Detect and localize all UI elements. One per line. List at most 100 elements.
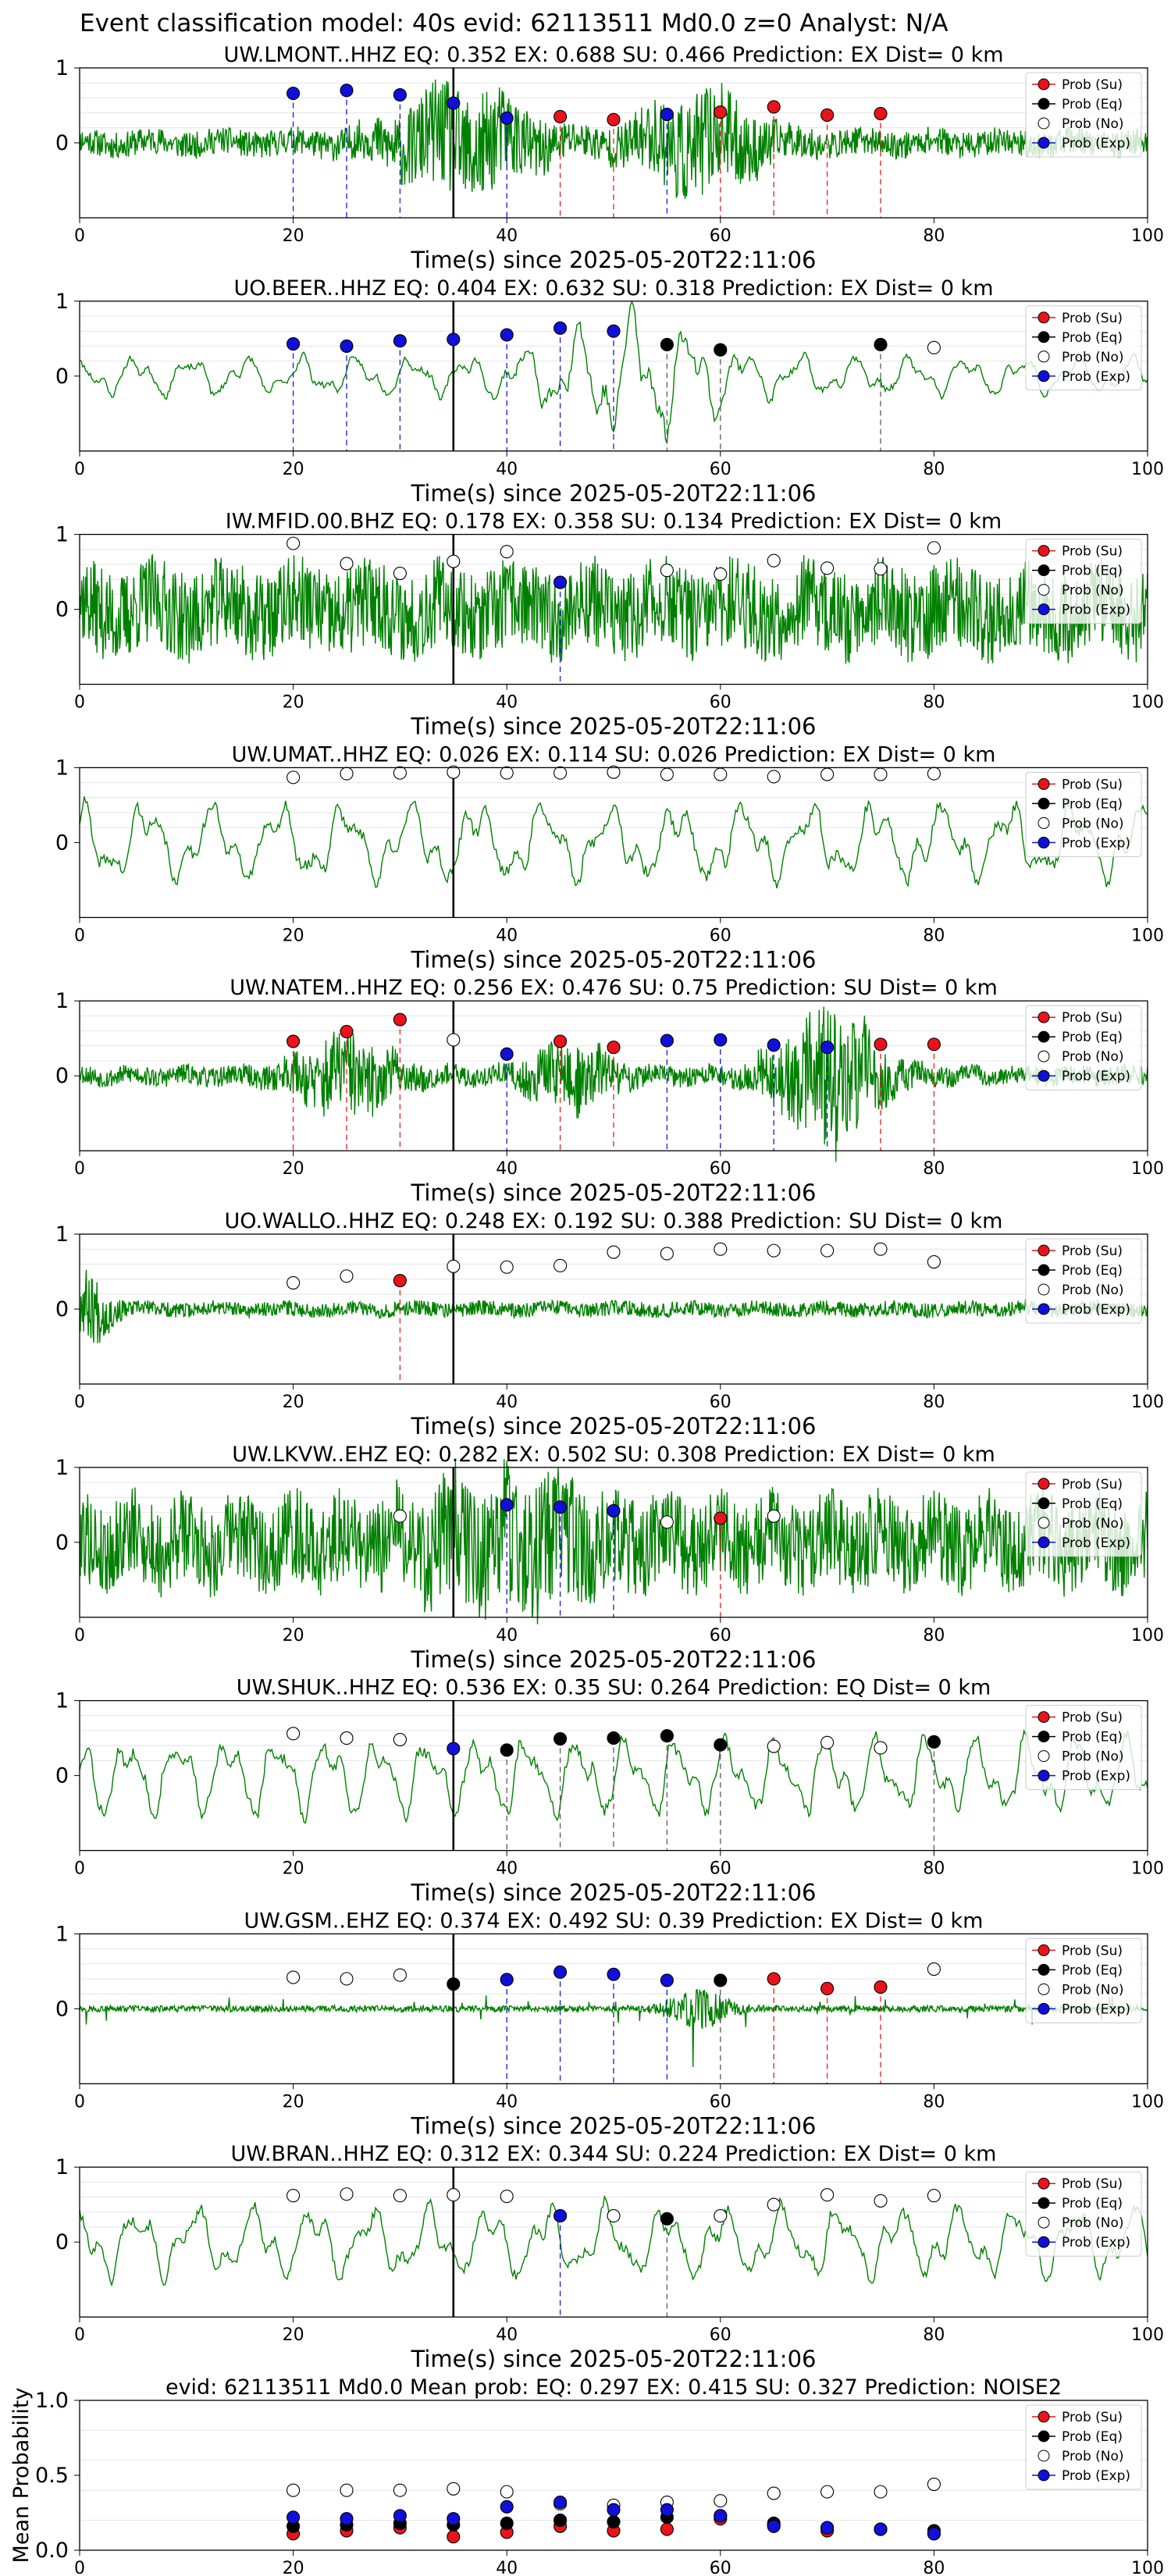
x-tick-label: 20 [283,1626,304,1646]
x-tick-label: 20 [283,226,304,246]
mean-point-no [287,2483,301,2497]
mean-point-exp [714,2509,728,2523]
legend-marker-su [1038,777,1050,790]
axes-frame [79,2166,1148,2318]
legend-label-exp: Prob (Exp) [1062,603,1130,618]
prob-point-exp [500,1973,514,1987]
x-axis-label: Time(s) since 2025-05-20T22:11:06 [411,1179,817,1206]
legend-label-no: Prob (No) [1062,350,1124,365]
mean-point-exp [500,2500,514,2514]
x-tick-label: 100 [1131,926,1164,945]
y-tick-label: 1 [55,523,69,547]
mean-point-exp [767,2519,781,2533]
prob-point-exp [607,1967,621,1981]
legend-label-exp: Prob (Exp) [1062,1069,1130,1084]
legend-box [1025,1238,1142,1324]
mean-point-exp [447,2512,461,2526]
x-tick-label: 60 [710,2092,731,2112]
prob-point-su [714,105,728,119]
y-tick-label: 1 [55,2155,69,2179]
x-tick-label: 80 [923,2092,945,2112]
legend-label-no: Prob (No) [1062,2449,1124,2464]
legend-label-exp: Prob (Exp) [1062,2468,1130,2484]
y-tick-label: 0 [55,2230,69,2254]
x-tick-label: 40 [496,226,518,246]
x-tick-label: 80 [923,1626,945,1646]
legend-label-eq: Prob (Eq) [1062,1730,1123,1745]
prob-point-exp [660,1034,674,1048]
legend-marker-exp [1038,2469,1050,2482]
y-tick-label: 1 [55,1222,69,1247]
prob-point-no [393,1968,407,1982]
waveform-trace [79,1269,1148,1343]
y-tick-label: 1 [55,1689,69,1713]
prob-point-exp [820,1041,835,1055]
x-axis-label: Time(s) since 2025-05-20T22:11:06 [411,480,817,507]
prob-point-eq [660,337,674,352]
axes-frame [79,2400,1148,2551]
x-tick-label: 60 [710,2559,731,2576]
mean-point-no [927,2477,941,2492]
panel-3: IW.MFID.00.BHZ EQ: 0.178 EX: 0.358 SU: 0… [55,510,1164,740]
prob-point-no [714,1242,728,1256]
x-tick-label: 100 [1131,693,1164,713]
x-tick-label: 100 [1131,2325,1164,2345]
legend-marker-exp [1038,2002,1050,2015]
x-tick-label: 60 [710,1859,731,1879]
legend-label-exp: Prob (Exp) [1062,136,1130,151]
legend-label-su: Prob (Su) [1062,1710,1123,1726]
mean-point-eq [553,2514,568,2528]
prob-point-no [287,1970,301,1984]
y-tick-label: 0 [55,1297,69,1322]
panel-7: UW.LKVW..EHZ EQ: 0.282 EX: 0.502 SU: 0.3… [55,1443,1164,1673]
legend-marker-no [1038,117,1050,130]
prob-point-no [393,1509,407,1523]
waveform-trace [79,553,1148,664]
legend-marker-eq [1038,331,1050,343]
x-tick-label: 60 [710,693,731,713]
y-tick-label: 1.0 [35,2389,69,2413]
legend-label-no: Prob (No) [1062,2215,1124,2231]
legend-label-eq: Prob (Eq) [1062,1263,1123,1279]
x-tick-label: 40 [496,1859,518,1879]
prob-point-no [287,536,301,550]
x-tick-label: 100 [1131,460,1164,479]
prob-point-exp [500,1047,514,1061]
prob-point-no [500,766,514,780]
x-tick-label: 60 [710,1626,731,1646]
x-tick-label: 100 [1131,1393,1164,1412]
prob-point-no [447,1033,461,1047]
legend-marker-su [1038,2411,1050,2423]
prob-point-su [820,108,835,123]
prob-point-eq [447,1977,461,1991]
prob-point-no [714,767,728,781]
legend-label-su: Prob (Su) [1062,1010,1123,1026]
prob-point-no [447,2188,461,2202]
panel-title: UW.SHUK..HHZ EQ: 0.536 EX: 0.35 SU: 0.26… [237,1676,991,1700]
prob-point-exp [660,107,674,122]
x-axis-label: Time(s) since 2025-05-20T22:11:06 [411,2112,817,2139]
prob-point-su [927,1037,941,1051]
prob-point-su [820,1981,835,1996]
legend-label-exp: Prob (Exp) [1062,2235,1130,2250]
prob-point-no [767,1509,781,1523]
y-tick-label: 0 [55,598,69,622]
legend-marker-no [1038,2450,1050,2462]
y-tick-label: 1 [55,989,69,1013]
axes-frame [79,67,1148,219]
legend-box [1025,539,1142,624]
x-tick-label: 0 [74,1159,85,1179]
panel-4: UW.UMAT..HHZ EQ: 0.026 EX: 0.114 SU: 0.0… [55,742,1164,973]
legend-label-eq: Prob (Eq) [1062,97,1123,112]
prob-point-no [447,1259,461,1273]
panel-10: UW.BRAN..HHZ EQ: 0.312 EX: 0.344 SU: 0.2… [55,2142,1164,2372]
x-tick-label: 100 [1131,2092,1164,2112]
legend-label-su: Prob (Su) [1062,2176,1123,2192]
legend-label-no: Prob (No) [1062,583,1124,599]
legend-marker-su [1038,1711,1050,1724]
legend-marker-no [1038,2216,1050,2229]
prob-point-exp [553,2209,568,2223]
legend-marker-exp [1038,137,1050,149]
x-tick-label: 40 [496,2559,518,2576]
